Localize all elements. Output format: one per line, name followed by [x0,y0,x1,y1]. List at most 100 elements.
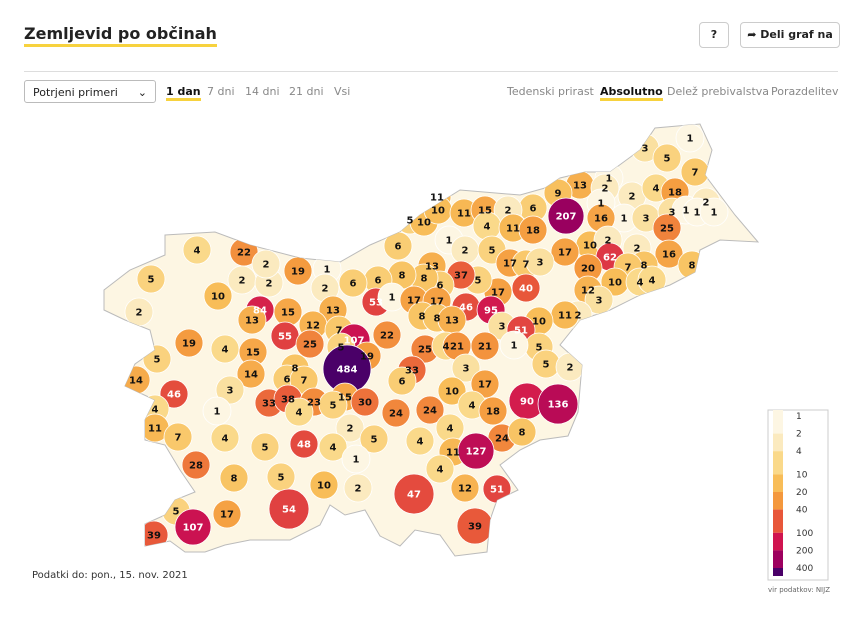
region-value: 11 [558,311,572,322]
region-value: 6 [375,276,382,287]
region-value: 5 [407,216,414,227]
region [182,235,212,265]
region-value: 1 [687,134,694,145]
region-value: 37 [454,271,468,282]
share-icon: ➦ [747,28,761,41]
region-value: 46 [459,303,473,314]
legend-label: 2 [796,430,802,440]
region [289,429,319,459]
region-value: 2 [263,260,270,271]
region-value: 4 [637,278,644,289]
region-value: 2 [347,424,354,435]
region [372,320,402,350]
region-value: 5 [543,360,550,371]
tab[interactable]: 14 dni [245,85,280,98]
region-value: 20 [581,264,595,275]
region-value: 4 [330,443,337,454]
share-button[interactable]: ➦ Deli graf na [740,22,840,48]
region-value: 2 [575,311,582,322]
region [284,397,314,427]
source: vir podatkov: NIJZ [768,586,830,594]
region-value: 4 [296,408,303,419]
region [174,508,212,546]
tab[interactable]: Vsi [334,85,351,98]
region [163,422,193,452]
region-value: 8 [434,314,441,325]
region-value: 2 [322,284,329,295]
metric-dropdown[interactable]: Potrjeni primeri ⌄ [24,80,156,103]
region-value: 2 [605,236,612,247]
region-value: 16 [662,250,676,261]
region [457,432,495,470]
region [652,143,682,173]
region-value: 3 [596,296,603,307]
region-value: 10 [417,218,431,229]
region-value: 3 [499,322,506,333]
region-value: 127 [466,447,487,458]
region-value: 5 [475,276,482,287]
tab[interactable]: Tedenski prirast [507,85,594,98]
region-value: 5 [664,154,671,165]
region-value: 4 [443,342,450,353]
region-value: 6 [284,375,291,386]
tab[interactable]: Absolutno [600,85,663,101]
region-value: 62 [603,253,617,264]
region [405,426,435,456]
region-value: 8 [421,274,428,285]
share-label: Deli graf na [760,28,833,41]
region-value: 24 [389,409,403,420]
region-value: 1 [606,174,613,185]
tab[interactable]: Porazdelitev [771,85,839,98]
region-value: 18 [526,226,540,237]
legend-swatch [773,433,783,452]
region-value: 8 [399,271,406,282]
legend-label: 1 [796,412,802,422]
region-value: 10 [431,206,445,217]
region-value: 1 [683,206,690,217]
region [318,390,348,420]
region-value: 51 [514,326,528,337]
region [268,488,310,530]
region-value: 11 [430,193,444,204]
legend-swatch [773,492,783,510]
divider [24,71,838,72]
region-value: 1 [711,208,718,219]
region-value: 4 [649,276,656,287]
region-value: 12 [581,286,595,297]
tab[interactable]: Delež prebivalstva [667,85,770,98]
region-value: 19 [182,339,196,350]
region-value: 17 [558,248,572,259]
region-value: 7 [301,376,308,387]
tab[interactable]: 21 dni [289,85,324,98]
region [309,470,339,500]
region [237,305,267,335]
region-value: 8 [519,428,526,439]
region-value: 47 [407,490,421,501]
legend-swatch [773,474,783,492]
region-value: 2 [505,206,512,217]
region-value: 17 [503,259,517,270]
region-value: 40 [519,284,533,295]
legend-label: 4 [796,447,802,457]
region-value: 51 [490,485,504,496]
region [518,215,548,245]
region-value: 3 [537,258,544,269]
region-value: 1 [621,214,628,225]
region-value: 21 [450,342,464,353]
region-value: 5 [536,343,543,354]
region-value: 11 [446,448,460,459]
help-button[interactable]: ? [699,22,729,48]
region-value: 6 [437,281,444,292]
tab[interactable]: 1 dan [166,85,201,101]
region-value: 3 [642,144,649,155]
region-value: 2 [629,192,636,203]
region-value: 5 [154,355,161,366]
region-value: 8 [419,312,426,323]
tab[interactable]: 7 dni [207,85,235,98]
region [215,375,245,405]
region-value: 5 [338,343,345,354]
region-value: 5 [371,435,378,446]
region [507,417,537,447]
region-value: 1 [511,341,518,352]
